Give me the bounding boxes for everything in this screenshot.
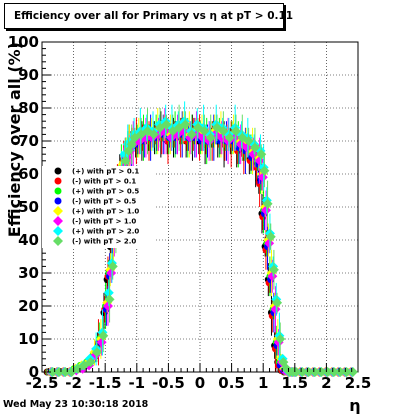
legend-label-5: (-) with pT > 1.0 — [72, 218, 136, 226]
data-point — [316, 367, 327, 377]
data-point — [328, 367, 339, 377]
data-point — [180, 119, 191, 130]
x-tick-label-2: -1.5 — [89, 374, 122, 392]
data-point — [230, 126, 241, 137]
legend-label-0: (+) with pT > 0.1 — [72, 168, 139, 176]
axes: -2.5 -2 -1.5 -1 -0.5 0 0.5 1 1.5 2 2.5 0 10 20 30 40 50 6… — [5, 33, 371, 414]
legend-marker — [54, 197, 62, 205]
legend-label-7: (-) with pT > 2.0 — [72, 238, 136, 246]
x-axis-label: η — [349, 396, 360, 414]
legend-entry-6: (+) with pT > 2.0 — [53, 226, 139, 236]
x-tick-label-1: -2 — [65, 374, 82, 392]
y-axis-label: Efficiency over all (%) — [5, 42, 24, 237]
legend-entry-1: (-) with pT > 0.1 — [54, 177, 136, 186]
y-tick-label-2: 20 — [18, 297, 39, 315]
y-tick-label-10: 100 — [8, 33, 39, 51]
title-box: Efficiency over all for Primary vs η at … — [4, 3, 293, 29]
data-point — [303, 367, 314, 377]
legend-entry-7: (-) with pT > 2.0 — [53, 236, 136, 246]
data-point — [54, 367, 65, 377]
legend-entry-0: (+) with pT > 0.1 — [54, 167, 139, 176]
data-point — [262, 198, 273, 209]
data-point — [199, 126, 210, 137]
y-tick-label-8: 80 — [18, 99, 39, 117]
x-tick-label-0: -2.5 — [26, 374, 59, 392]
data-point — [275, 334, 286, 344]
legend-label-6: (+) with pT > 2.0 — [72, 228, 139, 236]
legend-marker — [54, 177, 62, 185]
y-tick-label-3: 30 — [18, 264, 39, 282]
legend-marker — [53, 216, 63, 226]
data-point — [161, 119, 172, 130]
data-point — [60, 367, 71, 377]
data-point — [148, 129, 159, 140]
data-point — [243, 136, 254, 146]
data-point — [98, 330, 109, 341]
legend-marker — [53, 206, 63, 216]
data-point — [268, 264, 279, 275]
y-tick-label-9: 90 — [18, 66, 39, 84]
legend-entry-3: (-) with pT > 0.5 — [54, 197, 136, 206]
legend-marker — [54, 187, 62, 195]
y-tick-label-5: 50 — [18, 198, 39, 216]
data-point — [272, 297, 283, 308]
data-point — [104, 294, 115, 305]
data-point — [249, 142, 260, 153]
data-point — [85, 357, 96, 368]
legend-label-2: (+) with pT > 0.5 — [72, 188, 139, 196]
data-point — [186, 129, 197, 140]
legend-marker — [53, 226, 63, 236]
legend-marker — [54, 167, 62, 175]
y-tick-label-0: 0 — [29, 363, 39, 381]
data-point — [242, 142, 253, 153]
data-point — [47, 367, 58, 377]
data-point — [91, 347, 102, 358]
data-point — [265, 231, 276, 242]
data-point — [106, 268, 117, 278]
data-point — [260, 205, 271, 216]
data-point — [107, 261, 118, 272]
data-point — [341, 367, 352, 377]
data-point — [218, 126, 229, 137]
data-point — [291, 367, 302, 377]
data-point — [264, 238, 275, 249]
data-point — [297, 367, 308, 377]
y-tick-label-4: 40 — [18, 231, 39, 249]
data-point — [224, 132, 235, 143]
y-tick-label-1: 10 — [18, 330, 39, 348]
data-point — [347, 367, 358, 377]
legend: (+) with pT > 0.1 (-) with pT > 0.1 (+) wi… — [42, 166, 156, 248]
legend-entry-5: (-) with pT > 1.0 — [53, 216, 136, 226]
legend-marker — [53, 236, 63, 246]
x-tick-label-3: -1 — [128, 374, 145, 392]
data-point — [322, 367, 333, 377]
chart-title: Efficiency over all for Primary vs η at … — [14, 10, 294, 22]
x-tick-label-5: 0 — [195, 374, 205, 392]
data-point — [103, 287, 114, 298]
y-tick-label-7: 70 — [18, 132, 39, 150]
data-point — [205, 132, 216, 143]
x-tick-label-7: 1 — [258, 374, 268, 392]
legend-label-4: (+) with pT > 1.0 — [72, 208, 139, 216]
x-tick-label-9: 2 — [321, 374, 331, 392]
data-point — [259, 165, 270, 176]
x-tick-label-4: -0.5 — [152, 374, 185, 392]
x-tick-label-6: 0.5 — [218, 374, 245, 392]
data-point — [120, 155, 131, 166]
legend-label-3: (-) with pT > 0.5 — [72, 198, 136, 206]
data-point — [309, 367, 320, 377]
timestamp: Wed May 23 10:30:18 2018 — [3, 399, 149, 410]
x-tick-label-8: 1.5 — [282, 374, 309, 392]
data-point — [256, 149, 267, 160]
series-7 — [47, 104, 358, 377]
data-point — [102, 301, 113, 311]
legend-entry-2: (+) with pT > 0.5 — [54, 187, 139, 196]
y-tick-label-6: 60 — [18, 165, 39, 183]
data-point — [335, 367, 346, 377]
legend-label-1: (-) with pT > 0.1 — [72, 178, 136, 186]
x-tick-label-10: 2.5 — [345, 374, 372, 392]
legend-entry-4: (+) with pT > 1.0 — [53, 206, 139, 216]
